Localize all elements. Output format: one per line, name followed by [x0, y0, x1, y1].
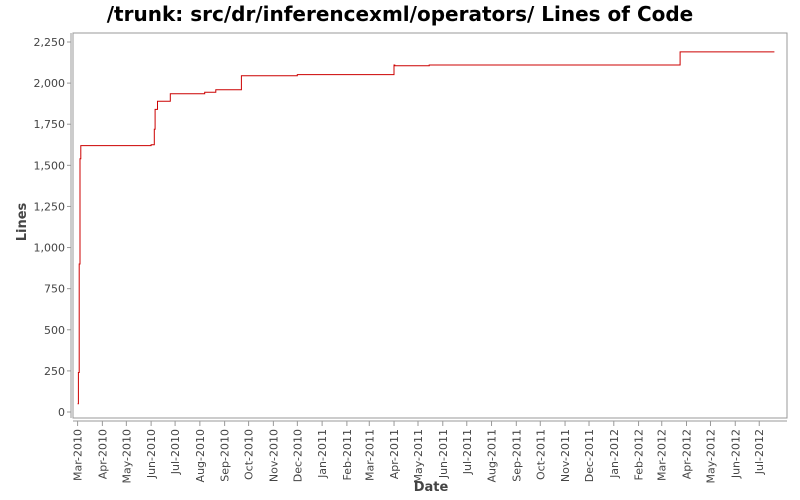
y-tick-label: 2,250 [34, 36, 66, 49]
x-tick-label: Apr-2011 [388, 429, 401, 479]
x-tick-label: Feb-2012 [633, 429, 646, 480]
y-tick-label: 500 [44, 324, 65, 337]
x-tick-label: Feb-2011 [341, 429, 354, 480]
x-tick-label: Oct-2011 [534, 429, 547, 480]
x-tick-label: Jul-2011 [461, 429, 474, 475]
x-tick-label: Jun-2011 [437, 429, 450, 479]
x-tick-label: Jan-2012 [608, 429, 621, 479]
x-tick-label: Nov-2011 [559, 429, 572, 482]
y-tick-label: 750 [44, 283, 65, 296]
y-tick-label: 1,250 [34, 200, 66, 213]
x-tick-label: Apr-2012 [681, 429, 694, 479]
x-tick-label: Mar-2010 [72, 429, 85, 481]
x-tick-label: Nov-2010 [267, 429, 280, 482]
y-tick-label: 250 [44, 365, 65, 378]
x-tick-label: Mar-2011 [363, 429, 376, 481]
y-tick-label: 0 [58, 406, 65, 419]
x-tick-label: Jun-2012 [729, 429, 742, 479]
series-layer [77, 51, 775, 405]
x-tick-label: Aug-2011 [486, 429, 499, 482]
x-tick-label: Jun-2010 [145, 429, 158, 479]
x-tick-label: Dec-2011 [583, 429, 596, 482]
y-tick-label: 2,000 [34, 77, 66, 90]
x-tick-label: Aug-2010 [194, 429, 207, 482]
loc-series-line [77, 51, 775, 405]
x-tick-label: Apr-2010 [96, 429, 109, 479]
x-tick-label: Jul-2012 [753, 429, 766, 475]
x-tick-label: Sep-2010 [219, 429, 232, 482]
x-tick-label: Jan-2011 [316, 429, 329, 479]
x-tick-label: Mar-2012 [656, 429, 669, 481]
y-tick-label: 1,000 [34, 242, 66, 255]
y-axis-title: Lines [15, 202, 30, 241]
chart-title: /trunk: src/dr/inferencexml/operators/ L… [106, 2, 694, 26]
x-tick-label: Sep-2011 [510, 429, 523, 482]
axes: 0 250 500 750 1,000 1,250 1,500 1,750 2,000 2,250… [34, 32, 788, 484]
x-tick-label: Jul-2010 [169, 429, 182, 475]
x-tick-label: Dec-2010 [291, 429, 304, 482]
x-tick-label: May-2011 [412, 429, 425, 484]
x-tick-label: May-2012 [704, 429, 717, 484]
plot-background [73, 33, 787, 418]
x-tick-label: May-2010 [120, 429, 133, 484]
y-tick-label: 1,750 [34, 118, 66, 131]
x-axis-title: Date [414, 480, 449, 495]
plot-frame [72, 32, 788, 419]
y-tick-label: 1,500 [34, 159, 66, 172]
x-tick-label: Oct-2010 [243, 429, 256, 480]
